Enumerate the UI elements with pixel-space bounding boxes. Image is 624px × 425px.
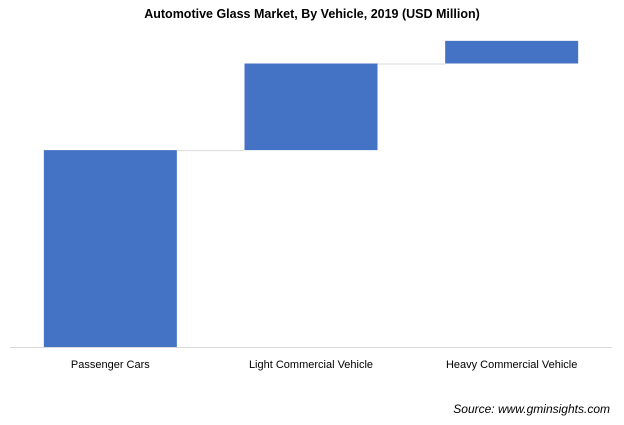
bar-heavy-commercial-vehicle [445,40,579,64]
source-note: Source: www.gminsights.com [453,402,610,416]
chart-title: Automotive Glass Market, By Vehicle, 201… [144,7,480,21]
category-label: Passenger Cars [71,359,150,371]
bar-passenger-cars [43,150,177,347]
category-label: Light Commercial Vehicle [249,359,373,371]
category-label: Heavy Commercial Vehicle [446,359,577,371]
bar-light-commercial-vehicle [244,63,378,151]
